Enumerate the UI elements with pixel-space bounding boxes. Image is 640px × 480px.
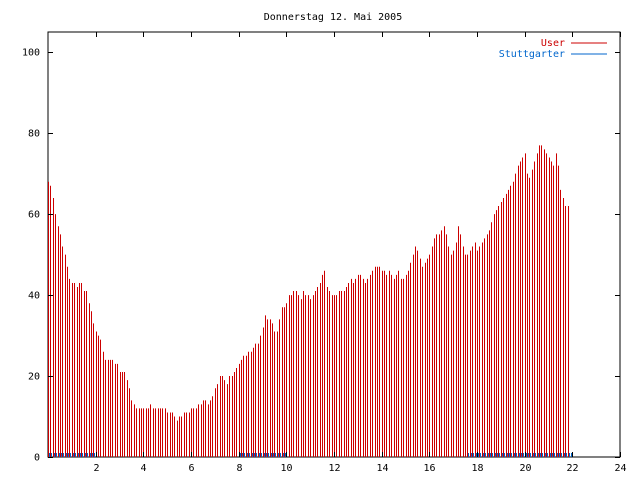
chart-title: Donnerstag 12. Mai 2005: [264, 12, 402, 23]
x-tick-label: 8: [236, 463, 242, 474]
legend-label-stuttgarter: Stuttgarter: [499, 49, 565, 60]
stuttgarter-series-bars: [49, 452, 572, 457]
x-tick-label: 14: [376, 463, 388, 474]
x-tick-label: 2: [93, 463, 99, 474]
user-series-bars: [48, 145, 569, 457]
y-tick-label: 60: [28, 210, 40, 221]
x-tick-label: 20: [519, 463, 531, 474]
y-tick-label: 80: [28, 129, 40, 140]
legend-label-user: User: [541, 38, 565, 49]
legend: User Stuttgarter: [499, 38, 607, 60]
y-tick-label: 100: [22, 48, 40, 59]
y-tick-label: 20: [28, 372, 40, 383]
x-tick-label: 18: [471, 463, 483, 474]
x-tick-label: 12: [328, 463, 340, 474]
x-tick-label: 4: [140, 463, 146, 474]
x-tick-label: 6: [188, 463, 194, 474]
x-tick-label: 24: [614, 463, 626, 474]
y-tick-label: 0: [34, 453, 40, 464]
x-tick-label: 16: [423, 463, 435, 474]
x-tick-label: 10: [280, 463, 292, 474]
x-tick-label: 22: [566, 463, 578, 474]
y-tick-label: 40: [28, 291, 40, 302]
